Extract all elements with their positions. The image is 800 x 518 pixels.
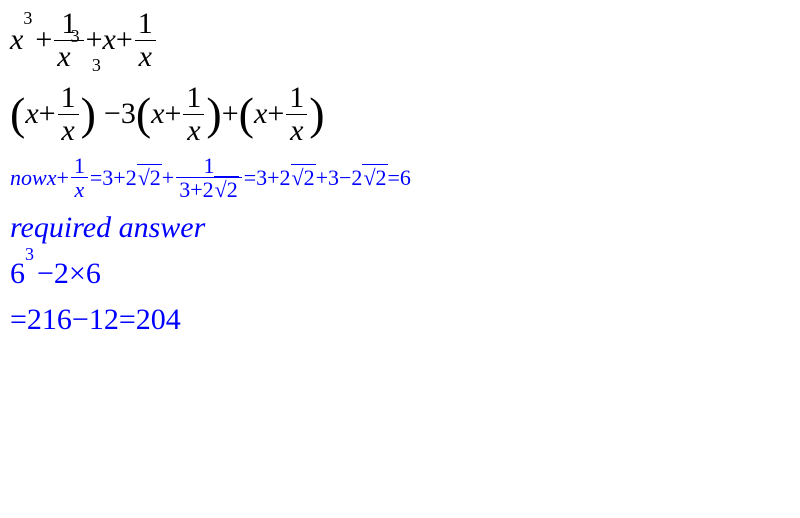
- var-x: x: [10, 23, 23, 56]
- var-x: x: [151, 99, 164, 129]
- frac-1-over-x: 1 x: [286, 82, 307, 146]
- eq-part: =3+2: [90, 167, 137, 189]
- frac-1-over-x: 1 x: [135, 8, 156, 72]
- frac-den: x: [136, 41, 155, 73]
- root-radicand: √2: [214, 176, 239, 202]
- six-cubed: 6 3: [10, 259, 25, 289]
- line-2: ( x + 1 x ) 3 −3 ( x + 1 x ) + ( x +: [10, 82, 790, 146]
- frac-den: x: [71, 178, 87, 201]
- close-paren: ): [81, 91, 96, 137]
- line-3: now x + 1 x =3+2 √2 + 1 3+2 √2 =3+2 √2: [10, 154, 790, 201]
- exp-3: 3: [25, 245, 34, 263]
- frac-num: 1: [286, 82, 307, 114]
- close-paren: ): [206, 91, 221, 137]
- frac-num: 1: [58, 82, 79, 114]
- frac-num: 1: [200, 154, 217, 177]
- den-pre: 3+2: [179, 178, 213, 201]
- var-x: x: [57, 40, 70, 73]
- frac-1-over-x: 1 x: [71, 154, 88, 201]
- frac-den: x 3: [54, 41, 83, 73]
- frac-1-over-expr: 1 3+2 √2: [176, 154, 242, 201]
- base-6: 6: [10, 257, 25, 290]
- open-paren: (: [239, 91, 254, 137]
- frac-1-over-x3: 1 x 3: [54, 8, 83, 72]
- line-6: =216−12=204: [10, 305, 790, 335]
- line-5: 6 3 −2×6: [10, 259, 790, 289]
- var-x: x: [47, 167, 57, 189]
- frac-den: 3+2 √2: [176, 178, 242, 201]
- line-4: required answer: [10, 213, 790, 243]
- frac-1-over-x: 1 x: [58, 82, 79, 146]
- line-1: x 3 + 1 x 3 + x + 1 x: [10, 8, 790, 72]
- math-page: x 3 + 1 x 3 + x + 1 x (: [0, 0, 800, 349]
- plus: +: [164, 99, 181, 129]
- root2: √2: [214, 178, 239, 201]
- plus: +: [39, 99, 56, 129]
- word-now: now: [10, 167, 47, 189]
- mid-text: +3−2: [316, 167, 363, 189]
- required-answer-text: required answer: [10, 213, 205, 243]
- eq-part: =3+2: [244, 167, 291, 189]
- frac-den: x: [184, 115, 203, 147]
- root-radicand: √2: [137, 164, 162, 190]
- x-cubed: x 3: [10, 25, 23, 55]
- frac-num: 1: [135, 8, 156, 40]
- plus: +: [267, 99, 284, 129]
- exp-3: 3: [92, 56, 101, 74]
- rest: −2×6: [37, 259, 101, 289]
- tail-eq: =6: [388, 167, 411, 189]
- frac-den: x: [58, 115, 77, 147]
- open-paren: (: [10, 91, 25, 137]
- frac-num: 1: [183, 82, 204, 114]
- frac-num: 1: [71, 154, 88, 177]
- root-radicand: √2: [362, 164, 387, 190]
- frac-1-over-x: 1 x: [183, 82, 204, 146]
- open-paren: (: [136, 91, 151, 137]
- root-radicand: √2: [291, 164, 316, 190]
- plus: +: [222, 99, 239, 129]
- plus: +: [162, 167, 174, 189]
- close-paren: ): [309, 91, 324, 137]
- root2: √2: [291, 167, 316, 189]
- plus: +: [35, 25, 52, 55]
- var-x: x: [254, 99, 267, 129]
- plus: +: [116, 25, 133, 55]
- exp-3: 3: [23, 9, 32, 27]
- root2: √2: [362, 167, 387, 189]
- plus: +: [56, 167, 68, 189]
- frac-den: x: [287, 115, 306, 147]
- result-text: =216−12=204: [10, 305, 181, 335]
- plus: +: [86, 25, 103, 55]
- minus-3: −3: [104, 99, 136, 129]
- exp-3: 3: [71, 27, 80, 46]
- paren-group-cubed: ( x + 1 x ) 3: [10, 82, 96, 146]
- root2: √2: [137, 167, 162, 189]
- var-x: x: [25, 99, 38, 129]
- var-x: x: [103, 25, 116, 55]
